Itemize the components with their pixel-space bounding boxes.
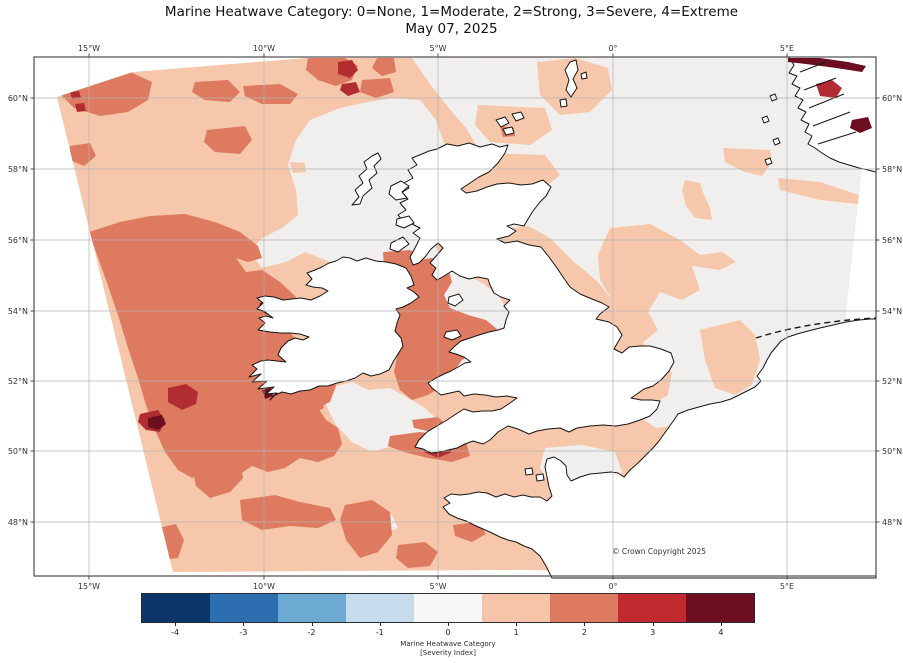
colorbar-tick-mark (652, 623, 654, 626)
latitude-label-left: 48°N (8, 518, 28, 527)
colorbar-tick-mark (516, 623, 518, 626)
latitude-label-left: 56°N (8, 236, 28, 245)
norway-fjord-lines (799, 61, 857, 145)
colorbar-swatch (210, 594, 278, 622)
colorbar-tick-value: 1 (513, 628, 519, 637)
colorbar-swatch (142, 594, 210, 622)
anglesey-island (443, 329, 462, 341)
longitude-label-bottom: 0° (608, 582, 617, 591)
norway-landmass (788, 56, 877, 173)
colorbar-tick-value: -1 (375, 628, 384, 637)
colorbar-caption: Marine Heatwave Category [Severity Index… (141, 640, 755, 659)
channel-islands (524, 467, 545, 482)
colorbar-tick-value: 2 (581, 628, 587, 637)
page-title: Marine Heatwave Category: 0=None, 1=Mode… (164, 4, 739, 20)
shetland-islands (559, 59, 588, 108)
colorbar-tick-mark (448, 623, 449, 626)
longitude-label-bottom: 5°E (780, 582, 794, 591)
longitude-label-bottom: 10°W (253, 582, 275, 591)
latitude-label-right: 48°N (882, 518, 902, 527)
colorbar-tick-mark (720, 623, 722, 626)
axes-frame (33, 56, 877, 577)
latitude-label-left: 50°N (8, 447, 28, 456)
orkney-islands (495, 111, 525, 136)
longitude-label-top: 0° (608, 44, 617, 53)
norwegian-islets (761, 93, 781, 166)
colorbar-ticks (141, 623, 755, 627)
latitude-label-right: 60°N (882, 94, 902, 103)
islay-island (389, 236, 410, 253)
colorbar-tick-labels: -4 -3 -2 -1 0 1 2 3 4 (141, 628, 755, 637)
great-britain-landmass (397, 142, 675, 454)
category-0-field (250, 57, 874, 536)
isle-of-man (447, 293, 464, 307)
date-subtitle: May 07, 2025 (405, 21, 498, 37)
colorbar-tick-mark (584, 623, 586, 626)
latitude-label-right: 58°N (882, 165, 902, 174)
colorbar-tick-value: 0 (445, 628, 451, 637)
colorbar-swatches (141, 593, 755, 623)
colorbar-caption-line2: [Severity Index] (420, 649, 476, 658)
ireland-landmass (248, 256, 420, 401)
colorbar-tick-value: -3 (239, 628, 248, 637)
colorbar: -4 -3 -2 -1 0 1 2 3 4 Marine Heatwave Category [… (141, 593, 755, 659)
colorbar-caption-line1: Marine Heatwave Category (400, 640, 496, 648)
longitude-label-top: 5°E (780, 44, 794, 53)
longitude-label-top: 15°W (78, 44, 100, 53)
latitude-label-right: 54°N (882, 307, 902, 316)
axis-tick-labels: 15°W 15°W 10°W 10°W 5°W 5°W 0° 0° 5°E 5°E 60°N 60°N… (8, 44, 902, 591)
frisian-islands-dashed-coast (755, 317, 877, 339)
skye-island (388, 180, 410, 201)
longitude-label-bottom: 5°W (430, 582, 447, 591)
colorbar-swatch (278, 594, 346, 622)
colorbar-tick-mark (311, 623, 313, 626)
latitude-label-left: 58°N (8, 165, 28, 174)
latitude-label-right: 52°N (882, 377, 902, 386)
copyright-note: © Crown Copyright 2025 (612, 547, 707, 556)
colorbar-swatch (686, 594, 754, 622)
colorbar-swatch (414, 594, 482, 622)
latitude-label-right: 50°N (882, 447, 902, 456)
norway-category-3-streaks (816, 80, 842, 98)
graticule (34, 57, 876, 576)
latitude-label-left: 60°N (8, 94, 28, 103)
latitude-label-left: 52°N (8, 377, 28, 386)
colorbar-tick-mark (379, 623, 381, 626)
norway-category-4-streaks (788, 58, 872, 133)
colorbar-swatch (346, 594, 414, 622)
mull-island (395, 215, 415, 229)
outer-hebrides-islands (351, 152, 382, 206)
colorbar-tick-value: 4 (718, 628, 724, 637)
latitude-label-right: 56°N (882, 236, 902, 245)
latitude-label-left: 54°N (8, 307, 28, 316)
colorbar-tick-value: -4 (171, 628, 180, 637)
longitude-label-top: 5°W (430, 44, 447, 53)
category-1-patches (183, 58, 862, 412)
colorbar-swatch (482, 594, 550, 622)
colorbar-tick-mark (175, 623, 177, 626)
colorbar-swatch (550, 594, 618, 622)
colorbar-tick-value: -2 (307, 628, 316, 637)
continental-europe-landmass (442, 318, 877, 579)
colorbar-tick-mark (243, 623, 245, 626)
longitude-label-bottom: 15°W (78, 582, 100, 591)
colorbar-tick-value: 3 (650, 628, 656, 637)
longitude-label-top: 10°W (253, 44, 275, 53)
colorbar-swatch (618, 594, 686, 622)
